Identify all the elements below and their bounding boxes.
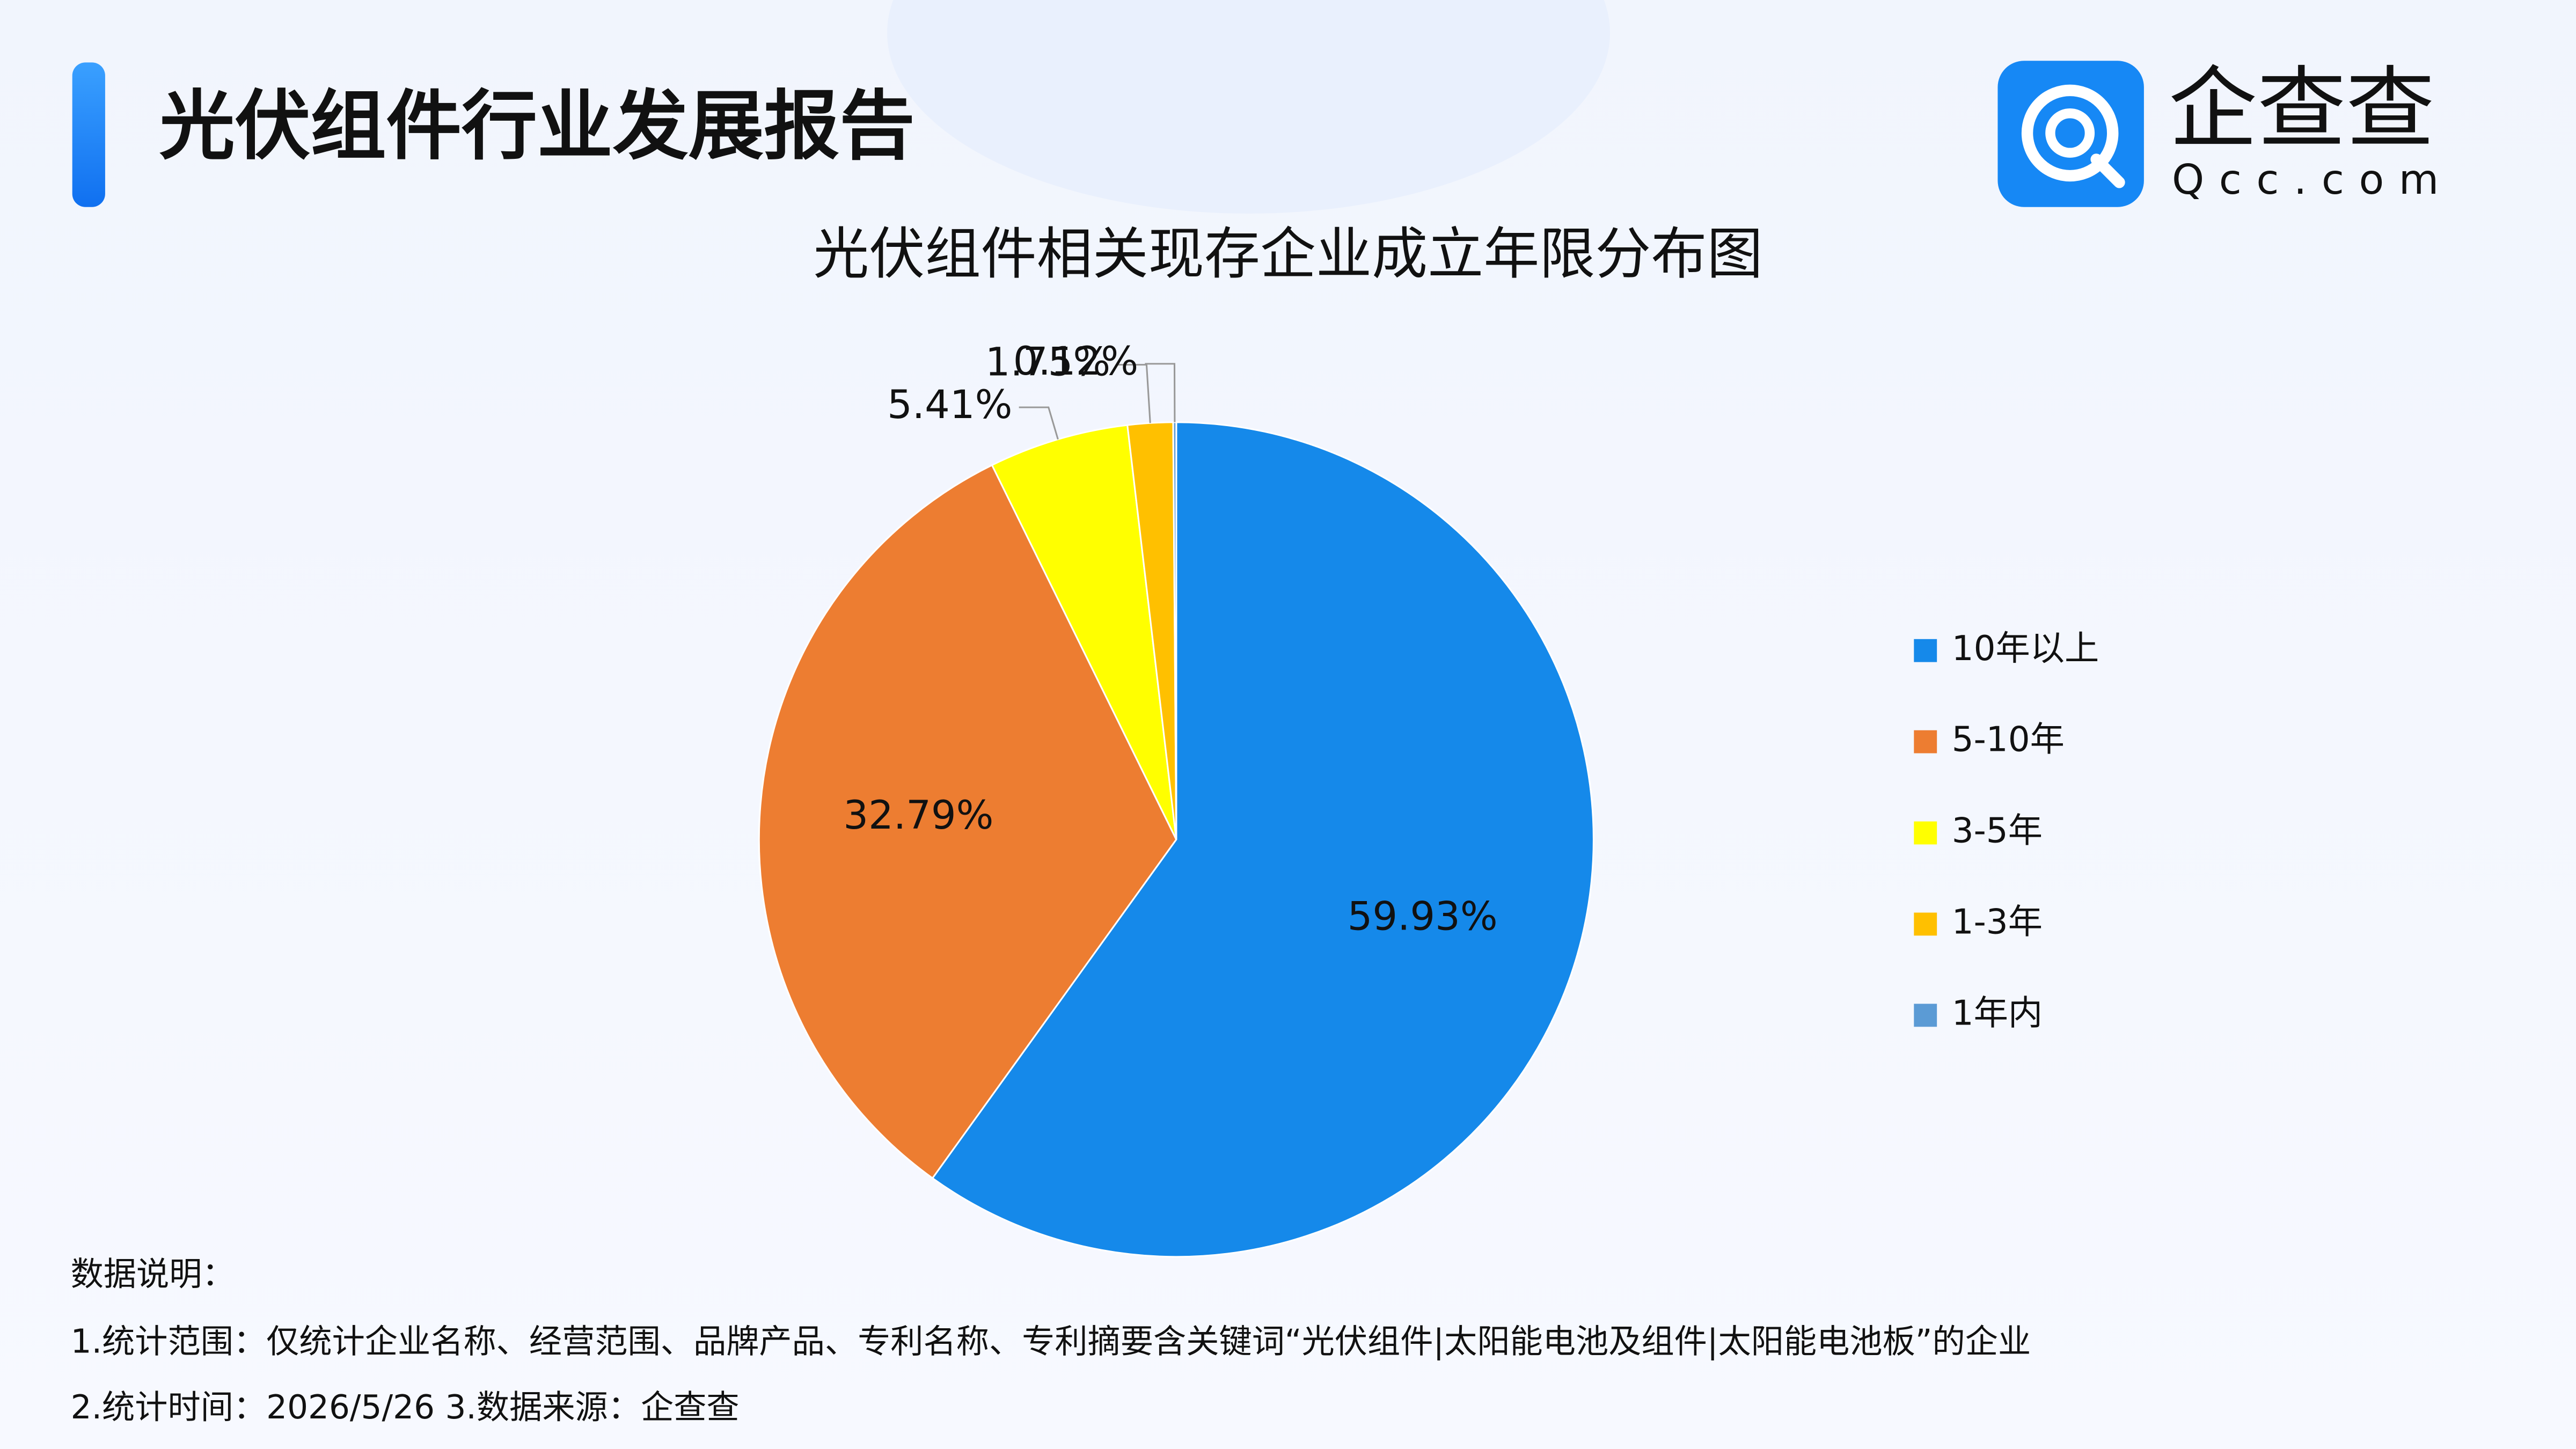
pie-slice <box>931 421 1594 1258</box>
legend-label: 3-5年 <box>1952 811 2043 851</box>
legend-swatch <box>1914 821 1937 845</box>
legend-label: 5-10年 <box>1952 720 2065 760</box>
data-label: 5.41% <box>887 382 1012 428</box>
leader-line <box>1145 363 1176 422</box>
logo-ring <box>2021 84 2119 182</box>
note: 2.统计时间：2026/5/26 3.数据来源：企查查 <box>71 1388 740 1426</box>
header-title: 光伏组件行业发展报告 <box>159 82 915 170</box>
logo-handle <box>2090 153 2125 188</box>
data-label: 1.75% <box>985 340 1110 385</box>
note: 数据说明： <box>71 1255 235 1293</box>
legend-label: 1-3年 <box>1952 902 2043 942</box>
chart-title: 光伏组件相关现存企业成立年限分布图 <box>813 221 1762 287</box>
data-label: 32.79% <box>843 793 993 838</box>
leader-line <box>1019 406 1059 440</box>
legend-swatch <box>1914 639 1937 662</box>
logo-name: 企查查 <box>2169 57 2435 160</box>
legend-swatch <box>1914 912 1937 936</box>
data-label: 0.12% <box>1013 339 1138 384</box>
legend-label: 10年以上 <box>1952 628 2099 669</box>
legend-swatch <box>1914 1004 1937 1027</box>
header-accent <box>72 62 105 207</box>
logo-ring-inner <box>2045 108 2095 158</box>
legend-label: 1年内 <box>1952 993 2043 1033</box>
pie-slice <box>758 464 1177 1180</box>
legend-swatch <box>1914 730 1937 753</box>
note: 1.统计范围：仅统计企业名称、经营范围、品牌产品、专利名称、专利摘要含关键词“光… <box>71 1323 2031 1361</box>
logo-site: Qcc.com <box>2172 156 2454 204</box>
data-label: 59.93% <box>1348 894 1498 939</box>
background-glow <box>887 0 1610 214</box>
leader-line <box>1117 364 1151 423</box>
